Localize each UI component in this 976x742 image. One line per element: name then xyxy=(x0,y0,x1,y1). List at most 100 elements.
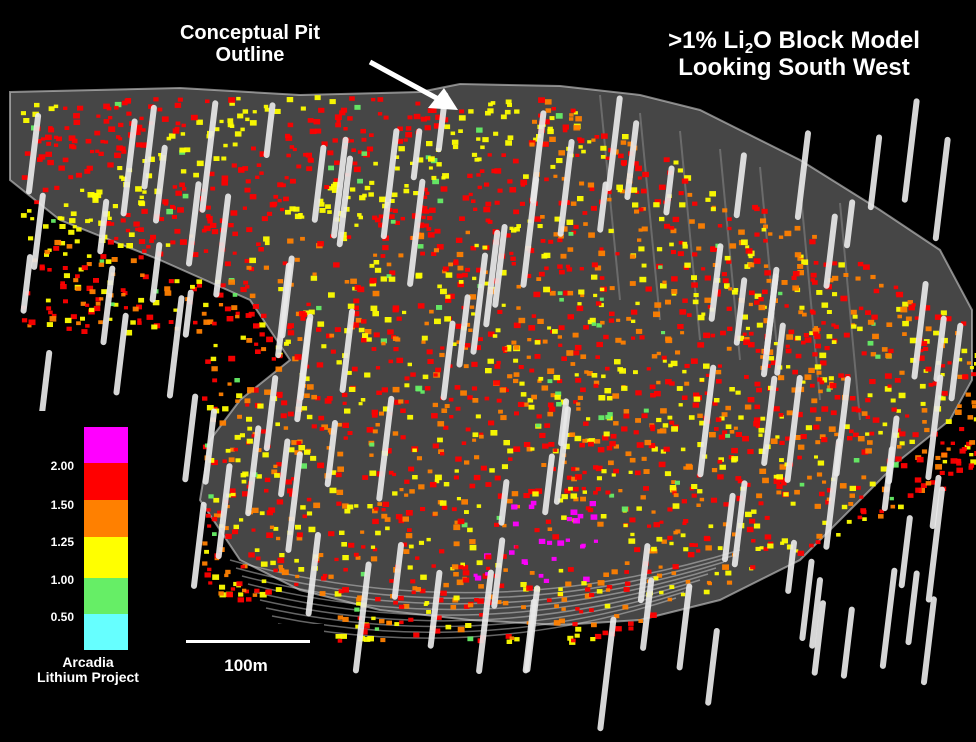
grade-block xyxy=(614,614,620,619)
grade-block xyxy=(264,107,270,112)
grade-block xyxy=(348,542,355,548)
grade-block xyxy=(861,411,868,416)
grade-block xyxy=(436,162,442,167)
grade-block xyxy=(554,394,561,400)
grade-block xyxy=(680,331,685,335)
grade-block xyxy=(515,504,520,509)
grade-block xyxy=(673,160,679,165)
grade-block xyxy=(566,350,574,356)
grade-block xyxy=(361,319,367,324)
grade-block xyxy=(213,513,219,518)
grade-block xyxy=(287,122,294,128)
grade-block xyxy=(364,185,371,191)
grade-block xyxy=(826,388,831,392)
title-prefix: >1% Li xyxy=(668,27,745,54)
grade-block xyxy=(381,341,386,346)
grade-block xyxy=(430,108,437,113)
grade-block xyxy=(298,567,305,572)
grade-block xyxy=(98,151,104,156)
grade-block xyxy=(472,432,479,438)
grade-block xyxy=(88,307,95,313)
grade-block xyxy=(425,191,430,195)
grade-block xyxy=(285,133,291,139)
grade-block xyxy=(388,470,394,475)
grade-block xyxy=(710,333,716,338)
grade-block xyxy=(347,303,355,309)
grade-block xyxy=(344,408,351,414)
grade-block xyxy=(86,165,93,171)
grade-block xyxy=(821,321,826,325)
grade-block xyxy=(341,392,348,398)
grade-block xyxy=(639,276,647,283)
grade-block xyxy=(779,458,784,462)
grade-block xyxy=(870,352,877,357)
grade-block xyxy=(628,621,634,626)
grade-block xyxy=(236,581,243,587)
grade-block xyxy=(342,555,349,561)
grade-block xyxy=(484,281,490,286)
grade-block xyxy=(661,355,667,360)
grade-block xyxy=(849,493,855,498)
grade-block xyxy=(618,489,623,493)
grade-block xyxy=(174,228,181,234)
grade-block xyxy=(328,574,334,579)
grade-block xyxy=(475,414,481,419)
grade-block xyxy=(296,441,302,445)
grade-block xyxy=(857,261,864,267)
grade-block xyxy=(426,610,431,614)
grade-block xyxy=(281,569,289,576)
grade-block xyxy=(271,469,278,475)
grade-block xyxy=(294,450,301,455)
drillhole xyxy=(733,277,748,346)
grade-block xyxy=(258,247,264,252)
grade-block xyxy=(573,350,580,356)
grade-block xyxy=(865,415,871,419)
grade-block xyxy=(555,391,562,397)
grade-block xyxy=(403,603,410,609)
grade-block xyxy=(853,458,860,463)
grade-block xyxy=(412,448,417,453)
grade-block xyxy=(971,372,976,377)
grade-block xyxy=(558,325,565,331)
grade-block xyxy=(609,493,615,498)
grade-block xyxy=(624,570,629,574)
grade-block xyxy=(465,322,471,327)
grade-block xyxy=(294,354,302,360)
grade-block xyxy=(900,306,908,313)
grade-block xyxy=(577,196,584,202)
grade-block xyxy=(660,408,667,414)
grade-block xyxy=(512,158,519,164)
grade-block xyxy=(704,391,709,395)
grade-block xyxy=(535,423,541,428)
grade-block xyxy=(235,399,240,403)
grade-block xyxy=(400,435,406,440)
grade-block xyxy=(366,427,374,433)
grade-block xyxy=(386,262,392,267)
grade-block xyxy=(528,504,535,509)
drillhole xyxy=(624,120,640,200)
grade-block xyxy=(225,504,230,509)
grade-block xyxy=(224,573,229,578)
grade-block xyxy=(557,264,563,269)
grade-block xyxy=(289,145,295,149)
grade-block xyxy=(327,150,334,156)
grade-block xyxy=(664,471,672,477)
grade-block xyxy=(635,390,642,396)
grade-block xyxy=(228,457,235,463)
grade-block xyxy=(339,530,345,535)
drillhole xyxy=(391,542,404,600)
grade-block xyxy=(274,473,280,478)
grade-block xyxy=(971,400,976,405)
grade-block xyxy=(667,535,673,541)
grade-block xyxy=(776,490,782,495)
grade-block xyxy=(404,383,410,388)
grade-block xyxy=(526,446,533,452)
grade-block xyxy=(423,602,428,606)
grade-block xyxy=(125,228,131,233)
grade-block xyxy=(372,215,378,220)
grade-block xyxy=(331,188,338,193)
grade-block xyxy=(467,636,474,642)
grade-block xyxy=(551,107,556,111)
grade-block xyxy=(638,246,645,252)
grade-block xyxy=(800,434,807,439)
